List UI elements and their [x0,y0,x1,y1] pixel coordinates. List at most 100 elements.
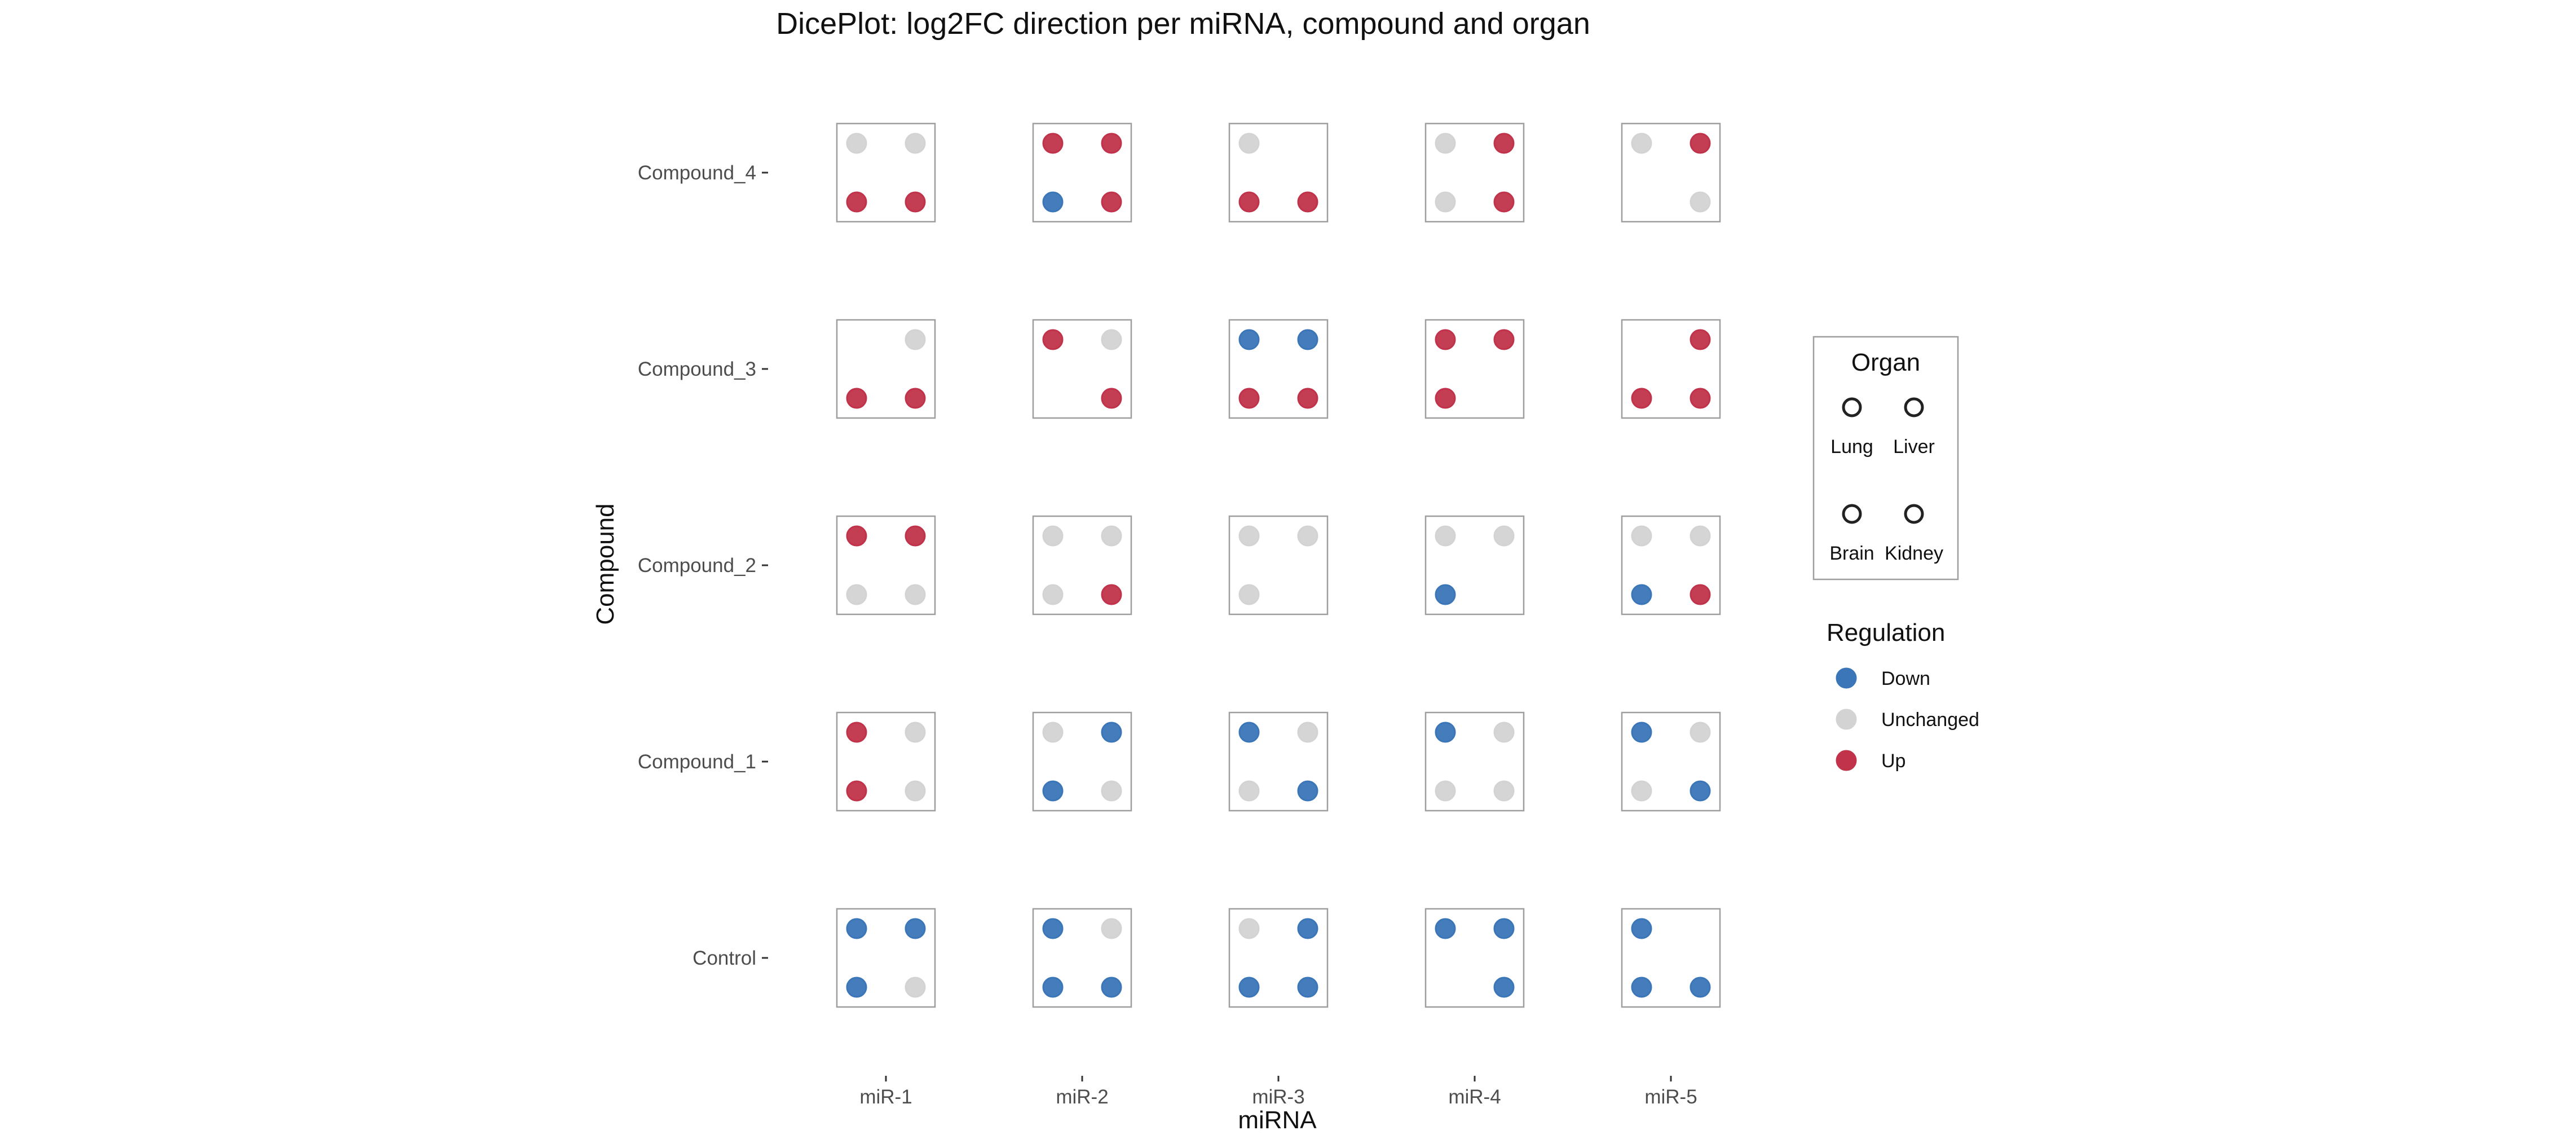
dice-dot-liver-unchanged [1297,525,1318,547]
regulation-legend-key [1836,667,1857,689]
dice-dot-lung-down [1238,722,1260,743]
dice-dot-lung-unchanged [1631,525,1652,547]
dice-cell [1228,711,1329,812]
dice-dot-liver-unchanged [1493,722,1515,743]
dice-dot-kidney-up [1690,388,1711,409]
dice-dot-lung-down [1238,329,1260,350]
regulation-legend-title: Regulation [1827,619,1945,647]
dice-dot-liver-unchanged [1493,525,1515,547]
dice-cell [1424,122,1525,223]
organ-legend-marker [1842,504,1862,524]
dice-dot-kidney-down [1690,780,1711,802]
dice-dot-lung-unchanged [1238,918,1260,939]
dice-dot-kidney-up [1297,191,1318,213]
dice-dot-liver-up [1493,133,1515,154]
dice-cell [836,908,936,1008]
dice-dot-brain-down [1238,977,1260,998]
dice-dot-liver-unchanged [1101,525,1122,547]
dice-dot-lung-unchanged [1631,133,1652,154]
dice-dot-lung-unchanged [1435,133,1456,154]
dice-cell [1424,319,1525,419]
plot-area: miR-1 miR-2 miR-3 miR-4 miR-5 Control Compound… [638,122,1721,1108]
dice-dot-lung-down [1435,918,1456,939]
dice-dot-liver-up [1101,133,1122,154]
organ-legend-marker [1904,397,1924,417]
dice-cell [1621,515,1721,615]
dice-dot-kidney-unchanged [1690,191,1711,213]
dice-dot-brain-unchanged [1238,780,1260,802]
dice-dot-lung-unchanged [1042,722,1064,743]
dice-dot-lung-down [1631,918,1652,939]
dice-dot-kidney-up [1101,388,1122,409]
dice-dot-brain-down [1631,584,1652,605]
dice-dot-brain-unchanged [1042,584,1064,605]
dice-dot-kidney-unchanged [1493,780,1515,802]
dice-dot-liver-unchanged [1690,525,1711,547]
dice-dot-brain-up [846,191,867,213]
organ-legend-frame [1812,336,1959,581]
organ-legend-label: Liver [1893,436,1935,458]
dice-dot-lung-down [1631,722,1652,743]
dice-dot-brain-unchanged [1435,780,1456,802]
dice-cell [1032,319,1132,419]
dice-dot-lung-down [1435,722,1456,743]
dice-dot-liver-down [1297,918,1318,939]
dice-cell [836,319,936,419]
regulation-legend-label: Unchanged [1881,709,1979,731]
dice-cell [836,711,936,812]
regulation-legend-key [1836,750,1857,771]
dice-dot-liver-up [1690,133,1711,154]
dice-dot-kidney-up [1297,388,1318,409]
dice-dot-brain-down [1042,977,1064,998]
dice-dot-brain-up [846,780,867,802]
dice-dot-brain-down [1631,977,1652,998]
y-tick-label: Compound_1 [638,751,756,773]
dice-dot-kidney-down [1690,977,1711,998]
x-tick-label: miR-2 [1056,1086,1108,1108]
dice-cell [1228,515,1329,615]
dice-dot-brain-up [1631,388,1652,409]
dice-dot-liver-unchanged [905,722,926,743]
dice-dot-kidney-down [1297,780,1318,802]
organ-legend-title: Organ [1851,349,1920,376]
dice-cell [1032,515,1132,615]
x-tick-label: miR-4 [1448,1086,1501,1108]
dice-dot-kidney-up [1493,191,1515,213]
dice-dot-brain-down [846,977,867,998]
dice-dot-brain-down [1042,191,1064,213]
dice-dot-liver-up [1690,329,1711,350]
dice-cell [1621,711,1721,812]
dice-dot-liver-unchanged [905,329,926,350]
dice-dot-kidney-unchanged [905,780,926,802]
dice-dot-kidney-down [1297,977,1318,998]
x-tick-label: miR-3 [1252,1086,1304,1108]
dice-cell [836,122,936,223]
dice-dot-liver-unchanged [1101,918,1122,939]
dice-dot-kidney-unchanged [1101,780,1122,802]
dice-dot-lung-unchanged [1238,525,1260,547]
dice-dot-lung-down [846,918,867,939]
dice-dot-kidney-up [905,388,926,409]
dice-cell [1228,122,1329,223]
dice-dot-lung-up [1435,329,1456,350]
organ-legend-marker [1904,504,1924,524]
dice-dot-kidney-unchanged [905,977,926,998]
dice-cell [1621,122,1721,223]
dice-dot-brain-unchanged [846,584,867,605]
dice-dot-lung-up [846,722,867,743]
dice-dot-kidney-up [905,191,926,213]
dice-cell [1424,908,1525,1008]
dice-dot-liver-unchanged [905,133,926,154]
y-tick-label: Compound_2 [638,555,756,577]
dice-dot-brain-up [1238,191,1260,213]
dice-cell [1228,319,1329,419]
dice-dot-kidney-down [1101,977,1122,998]
regulation-legend-key [1836,709,1857,730]
organ-legend-label: Kidney [1885,543,1943,564]
dice-cell [1032,122,1132,223]
regulation-legend-label: Down [1881,668,1930,689]
dice-dot-brain-down [1435,584,1456,605]
dice-dot-liver-down [905,918,926,939]
dice-dot-kidney-up [1101,584,1122,605]
